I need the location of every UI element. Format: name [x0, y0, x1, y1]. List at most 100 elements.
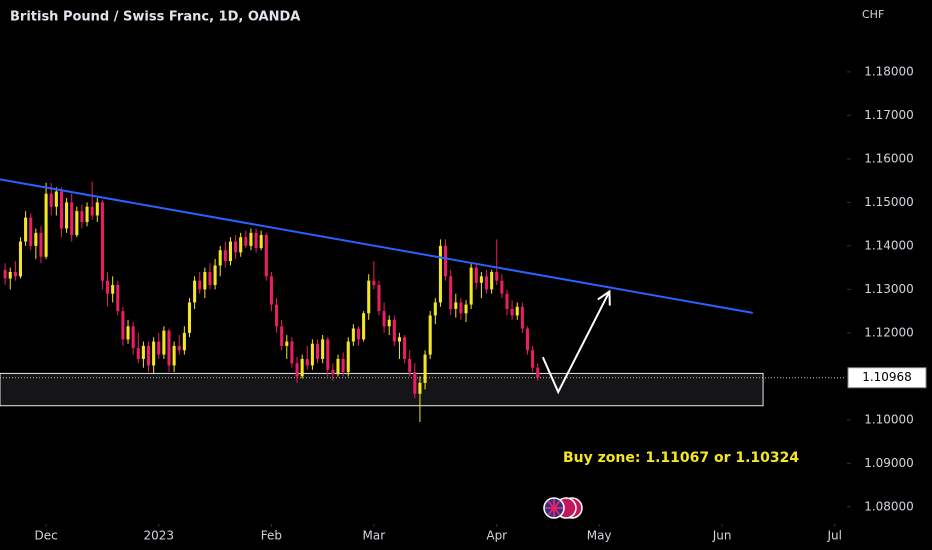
candle-body: [152, 341, 156, 366]
y-tick-label: 1.10000: [864, 412, 914, 426]
candle-body: [275, 304, 279, 327]
candle-body: [24, 217, 28, 242]
candle-body: [59, 191, 63, 229]
candle-body: [106, 280, 110, 294]
candle-body: [510, 308, 514, 316]
candle-body: [259, 235, 263, 249]
candle-body: [505, 293, 509, 309]
candle-body: [234, 241, 238, 253]
candle-body: [228, 241, 232, 262]
candle-body: [326, 339, 330, 370]
candle-body: [157, 341, 161, 355]
candle-body: [479, 276, 483, 283]
candle-body: [408, 358, 412, 372]
candle-body: [249, 232, 253, 246]
candle-body: [126, 326, 130, 340]
y-tick-label: 1.09000: [864, 456, 914, 470]
candle-body: [454, 302, 458, 309]
candle-body: [90, 206, 94, 216]
candle-body: [172, 345, 176, 366]
candle-body: [444, 245, 448, 277]
last-price-label: 1.10968: [862, 370, 912, 384]
candle-body: [95, 202, 99, 216]
candle-body: [218, 250, 222, 266]
x-tick-label: 2023: [143, 529, 174, 543]
candle-body: [80, 211, 84, 222]
candle-body: [136, 348, 140, 359]
candle-body: [85, 206, 89, 222]
candle-body: [39, 232, 43, 257]
currency-label: CHF: [862, 8, 884, 21]
y-tick-label: 1.16000: [864, 151, 914, 165]
candle-body: [423, 354, 427, 383]
candle-body: [13, 271, 17, 277]
x-tick-label: Mar: [363, 529, 386, 543]
x-tick-label: Feb: [261, 529, 282, 543]
candle-body: [397, 337, 401, 342]
candle-body: [146, 345, 151, 366]
candle-body: [44, 193, 48, 257]
candle-body: [223, 250, 227, 262]
candle-body: [193, 280, 197, 303]
candle-body: [213, 265, 217, 286]
candle-body: [75, 211, 79, 236]
candle-body: [100, 202, 104, 281]
candle-body: [403, 337, 407, 359]
candle-body: [70, 202, 74, 236]
y-tick-label: 1.15000: [864, 195, 914, 209]
candle-body: [367, 280, 371, 314]
y-tick-label: 1.14000: [864, 238, 914, 252]
candle-body: [536, 367, 540, 378]
candle-body: [382, 311, 386, 327]
candle-body: [34, 232, 38, 246]
candle-body: [474, 267, 478, 283]
buy-zone: [0, 372, 764, 407]
candle-body: [116, 285, 120, 312]
candle-body: [356, 328, 361, 340]
candle-body: [346, 341, 350, 372]
candle-body: [182, 332, 186, 351]
candle-body: [65, 202, 69, 229]
candle-body: [331, 369, 335, 375]
candle-body: [177, 345, 181, 351]
candle-body: [141, 345, 145, 359]
candle-body: [531, 350, 535, 368]
candle-body: [525, 328, 530, 351]
candle-body: [500, 280, 504, 294]
candle-body: [377, 285, 381, 312]
trendline: [0, 178, 753, 314]
candle-body: [203, 271, 207, 290]
y-tick-label: 1.13000: [864, 282, 914, 296]
candle-body: [29, 217, 33, 246]
candle-body: [54, 191, 58, 207]
candle-body: [244, 237, 248, 246]
arrow-head: [597, 289, 611, 306]
x-tick-label: Dec: [34, 529, 57, 543]
candle-body: [162, 330, 166, 355]
candle-body: [310, 343, 314, 366]
candle-body: [520, 306, 524, 329]
candle-body: [341, 358, 345, 372]
y-tick-label: 1.08000: [864, 499, 914, 513]
x-tick-label: Jun: [712, 529, 732, 543]
candle-body: [290, 341, 294, 364]
candle-body: [131, 326, 135, 349]
x-tick-label: Jul: [827, 529, 842, 543]
candle-body: [269, 276, 273, 305]
candle-body: [300, 358, 304, 377]
candle-body: [459, 302, 463, 314]
candle-body: [280, 326, 284, 346]
chart-title: British Pound / Swiss Franc, 1D, OANDA: [10, 10, 300, 25]
candle-body: [515, 306, 519, 316]
candle-body: [187, 302, 192, 333]
candle-body: [18, 241, 23, 277]
candle-body: [239, 237, 243, 253]
candle-body: [484, 276, 489, 290]
candle-body: [490, 271, 494, 290]
x-tick-label: Apr: [486, 529, 507, 543]
candle-body: [8, 271, 12, 279]
candle-body: [351, 328, 355, 342]
candle-body: [495, 271, 499, 281]
